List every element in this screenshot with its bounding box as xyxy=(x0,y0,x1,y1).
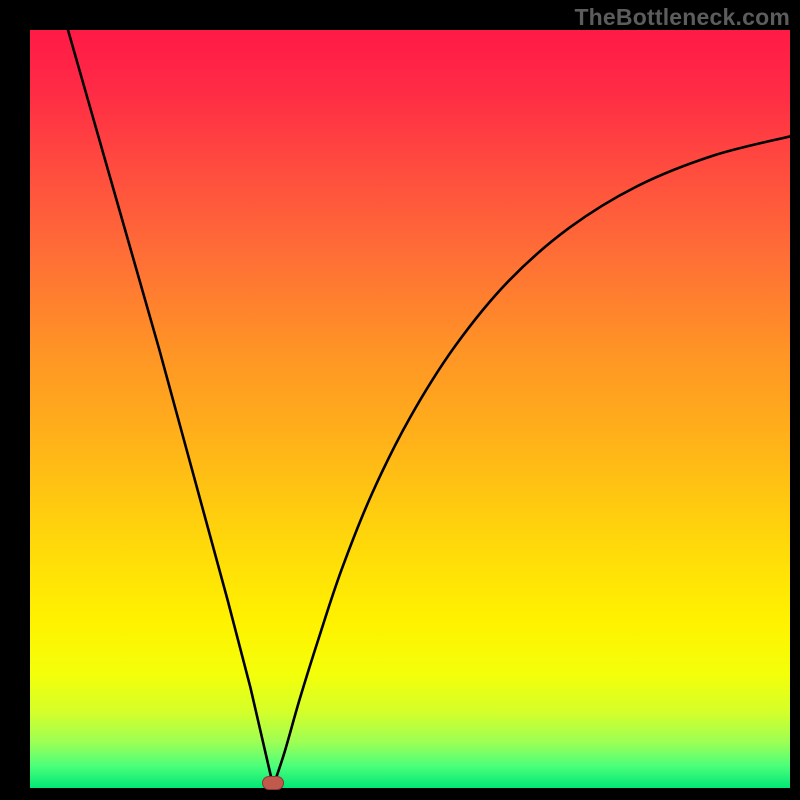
bottleneck-curve xyxy=(68,30,790,786)
watermark-text: TheBottleneck.com xyxy=(574,4,790,31)
plot-area xyxy=(30,30,790,788)
chart-stage: TheBottleneck.com xyxy=(0,0,800,800)
curve-layer xyxy=(30,30,790,790)
minimum-marker xyxy=(262,776,284,790)
